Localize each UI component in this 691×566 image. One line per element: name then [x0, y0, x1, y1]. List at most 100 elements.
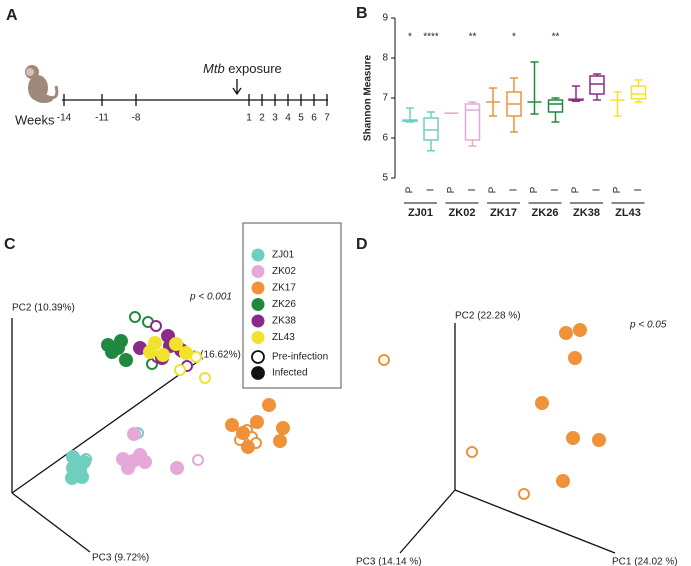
y-tick-label: 7	[382, 93, 388, 104]
timeline-tick-label: 6	[311, 113, 317, 124]
x-tick-label: I	[426, 189, 437, 192]
data-point	[568, 351, 582, 365]
pc2-label: PC2 (22.28 %)	[455, 311, 521, 322]
legend-label: ZL43	[272, 332, 295, 343]
x-tick-label: I	[550, 189, 561, 192]
box	[423, 117, 439, 141]
panel-label: A	[6, 7, 18, 24]
data-point	[156, 348, 170, 362]
timeline-tick-label: 4	[285, 113, 291, 124]
legend-marker	[251, 350, 265, 364]
x-tick-label: P	[571, 186, 582, 193]
data-point	[225, 418, 239, 432]
x-tick-label: I	[592, 189, 603, 192]
x-tick-label: P	[612, 186, 623, 193]
timeline-tick-label: 3	[272, 113, 278, 124]
data-point	[276, 421, 290, 435]
data-point	[192, 454, 204, 466]
legend-label: ZK38	[272, 316, 296, 327]
y-tick-label: 9	[382, 13, 388, 24]
legend-marker	[251, 314, 265, 328]
data-point	[199, 372, 211, 384]
p-value: p < 0.05	[629, 320, 667, 331]
y-tick-label: 5	[382, 173, 388, 184]
box	[630, 85, 647, 100]
exposure-agent: Mtb	[203, 61, 225, 76]
timeline-tick-label: 2	[259, 113, 265, 124]
data-point	[262, 398, 276, 412]
data-point	[573, 323, 587, 337]
legend-marker	[251, 298, 265, 311]
x-tick-label: I	[467, 189, 478, 192]
data-point	[559, 326, 573, 340]
group-label: ZK26	[532, 207, 559, 219]
legend-marker	[251, 366, 265, 380]
exposure-text: exposure	[228, 61, 281, 76]
x-tick-label: P	[446, 186, 457, 193]
legend-marker	[251, 248, 265, 262]
panel-label: C	[4, 236, 16, 253]
group-label: ZK17	[490, 207, 517, 219]
group-label: ZK02	[449, 207, 476, 219]
significance: *	[512, 32, 516, 43]
data-point	[150, 320, 162, 332]
data-point	[466, 446, 478, 458]
legend-marker	[251, 265, 265, 278]
legend-label: Infected	[272, 368, 308, 379]
data-point	[127, 427, 141, 441]
data-point	[556, 474, 570, 488]
timeline-tick-label: -11	[95, 113, 109, 124]
y-axis-label: Shannon Measure	[363, 55, 374, 142]
legend-marker	[251, 331, 265, 344]
exposure-arrow	[232, 79, 242, 96]
timeline-label: Weeks	[15, 112, 55, 127]
data-point	[121, 461, 135, 475]
data-point	[170, 461, 184, 475]
data-point	[535, 396, 549, 410]
box	[464, 103, 481, 141]
p-value: p < 0.001	[189, 292, 232, 303]
pc3-label: PC3 (14.14 %)	[356, 557, 422, 566]
significance: **	[469, 32, 477, 43]
pc3-label: PC3 (9.72%)	[92, 553, 149, 564]
data-point	[592, 433, 606, 447]
box	[589, 75, 605, 95]
timeline-tick-label: 1	[246, 113, 252, 124]
data-point	[65, 471, 79, 485]
x-tick-label: I	[509, 189, 520, 192]
pca-axes	[11, 318, 201, 553]
x-tick-label: I	[633, 189, 644, 192]
data-point	[378, 354, 390, 366]
x-tick-label: P	[488, 186, 499, 193]
timeline-tick-label: 5	[298, 113, 304, 124]
timeline-tick-label: -8	[132, 113, 141, 124]
timeline-tick-label: 7	[324, 113, 330, 124]
data-point	[566, 431, 580, 445]
y-tick-label: 8	[382, 53, 388, 64]
data-point	[273, 434, 287, 448]
monkey-icon	[25, 65, 59, 103]
timeline-tick-label: -14	[57, 113, 72, 124]
y-tick-label: 6	[382, 133, 388, 144]
data-point	[250, 415, 264, 429]
panel-label: D	[356, 236, 368, 253]
significance: ****	[423, 32, 439, 43]
legend-label: ZK02	[272, 266, 296, 277]
pc1-label: PC1 (24.02 %)	[612, 557, 678, 566]
legend-box	[242, 222, 342, 389]
box	[547, 99, 564, 113]
data-point	[174, 364, 186, 376]
data-point	[518, 488, 530, 500]
legend-label: Pre-infection	[272, 352, 328, 363]
data-point	[148, 336, 162, 350]
data-point	[111, 341, 125, 355]
pca-axes	[399, 323, 616, 554]
data-point	[119, 353, 133, 367]
x-tick-label: P	[529, 186, 540, 193]
significance: *	[408, 32, 412, 43]
data-point	[129, 311, 141, 323]
data-point	[179, 346, 193, 360]
pc1-label: PC1 (16.62%)	[178, 350, 241, 361]
exposure-label: Mtb exposure	[203, 61, 282, 76]
